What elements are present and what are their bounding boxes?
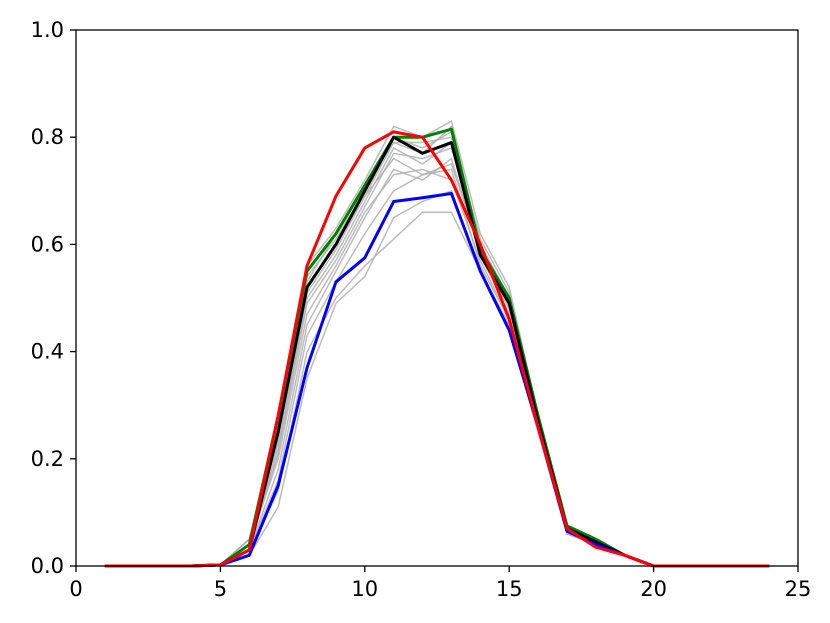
background-series-line-3 bbox=[104, 157, 770, 567]
background-series-line-8 bbox=[104, 168, 770, 567]
y-tick-label: 0.2 bbox=[31, 447, 64, 471]
background-series-group bbox=[104, 119, 770, 567]
y-tick-label: 0.4 bbox=[31, 340, 64, 364]
x-tick-label: 0 bbox=[69, 577, 82, 601]
background-series-line-7 bbox=[104, 157, 770, 567]
series-line-2 bbox=[104, 135, 770, 568]
axes-frame bbox=[75, 29, 799, 567]
series-line-3 bbox=[104, 191, 770, 568]
x-tick-label: 25 bbox=[785, 577, 812, 601]
background-series-line-10 bbox=[104, 168, 770, 567]
x-tick-label: 10 bbox=[351, 577, 378, 601]
y-axis: 0.0 0.2 0.4 0.6 0.8 1.0 bbox=[31, 18, 76, 578]
y-tick-label: 0.8 bbox=[31, 125, 64, 149]
background-series-line-11 bbox=[104, 146, 770, 567]
background-series-line-4 bbox=[104, 189, 770, 567]
highlight-series-group bbox=[104, 127, 770, 568]
background-series-line-5 bbox=[104, 211, 770, 567]
background-series-line-9 bbox=[104, 136, 770, 567]
y-tick-label: 0.0 bbox=[31, 554, 64, 578]
x-tick-label: 15 bbox=[496, 577, 523, 601]
y-tick-label: 0.6 bbox=[31, 232, 64, 256]
background-series-line-12 bbox=[104, 125, 770, 567]
x-tick-label: 5 bbox=[214, 577, 227, 601]
background-series-line-6 bbox=[104, 119, 770, 567]
background-series-line-2 bbox=[104, 141, 770, 567]
x-axis: 0 5 10 15 20 25 bbox=[69, 566, 811, 601]
y-tick-label: 1.0 bbox=[31, 18, 64, 42]
x-tick-label: 20 bbox=[640, 577, 667, 601]
